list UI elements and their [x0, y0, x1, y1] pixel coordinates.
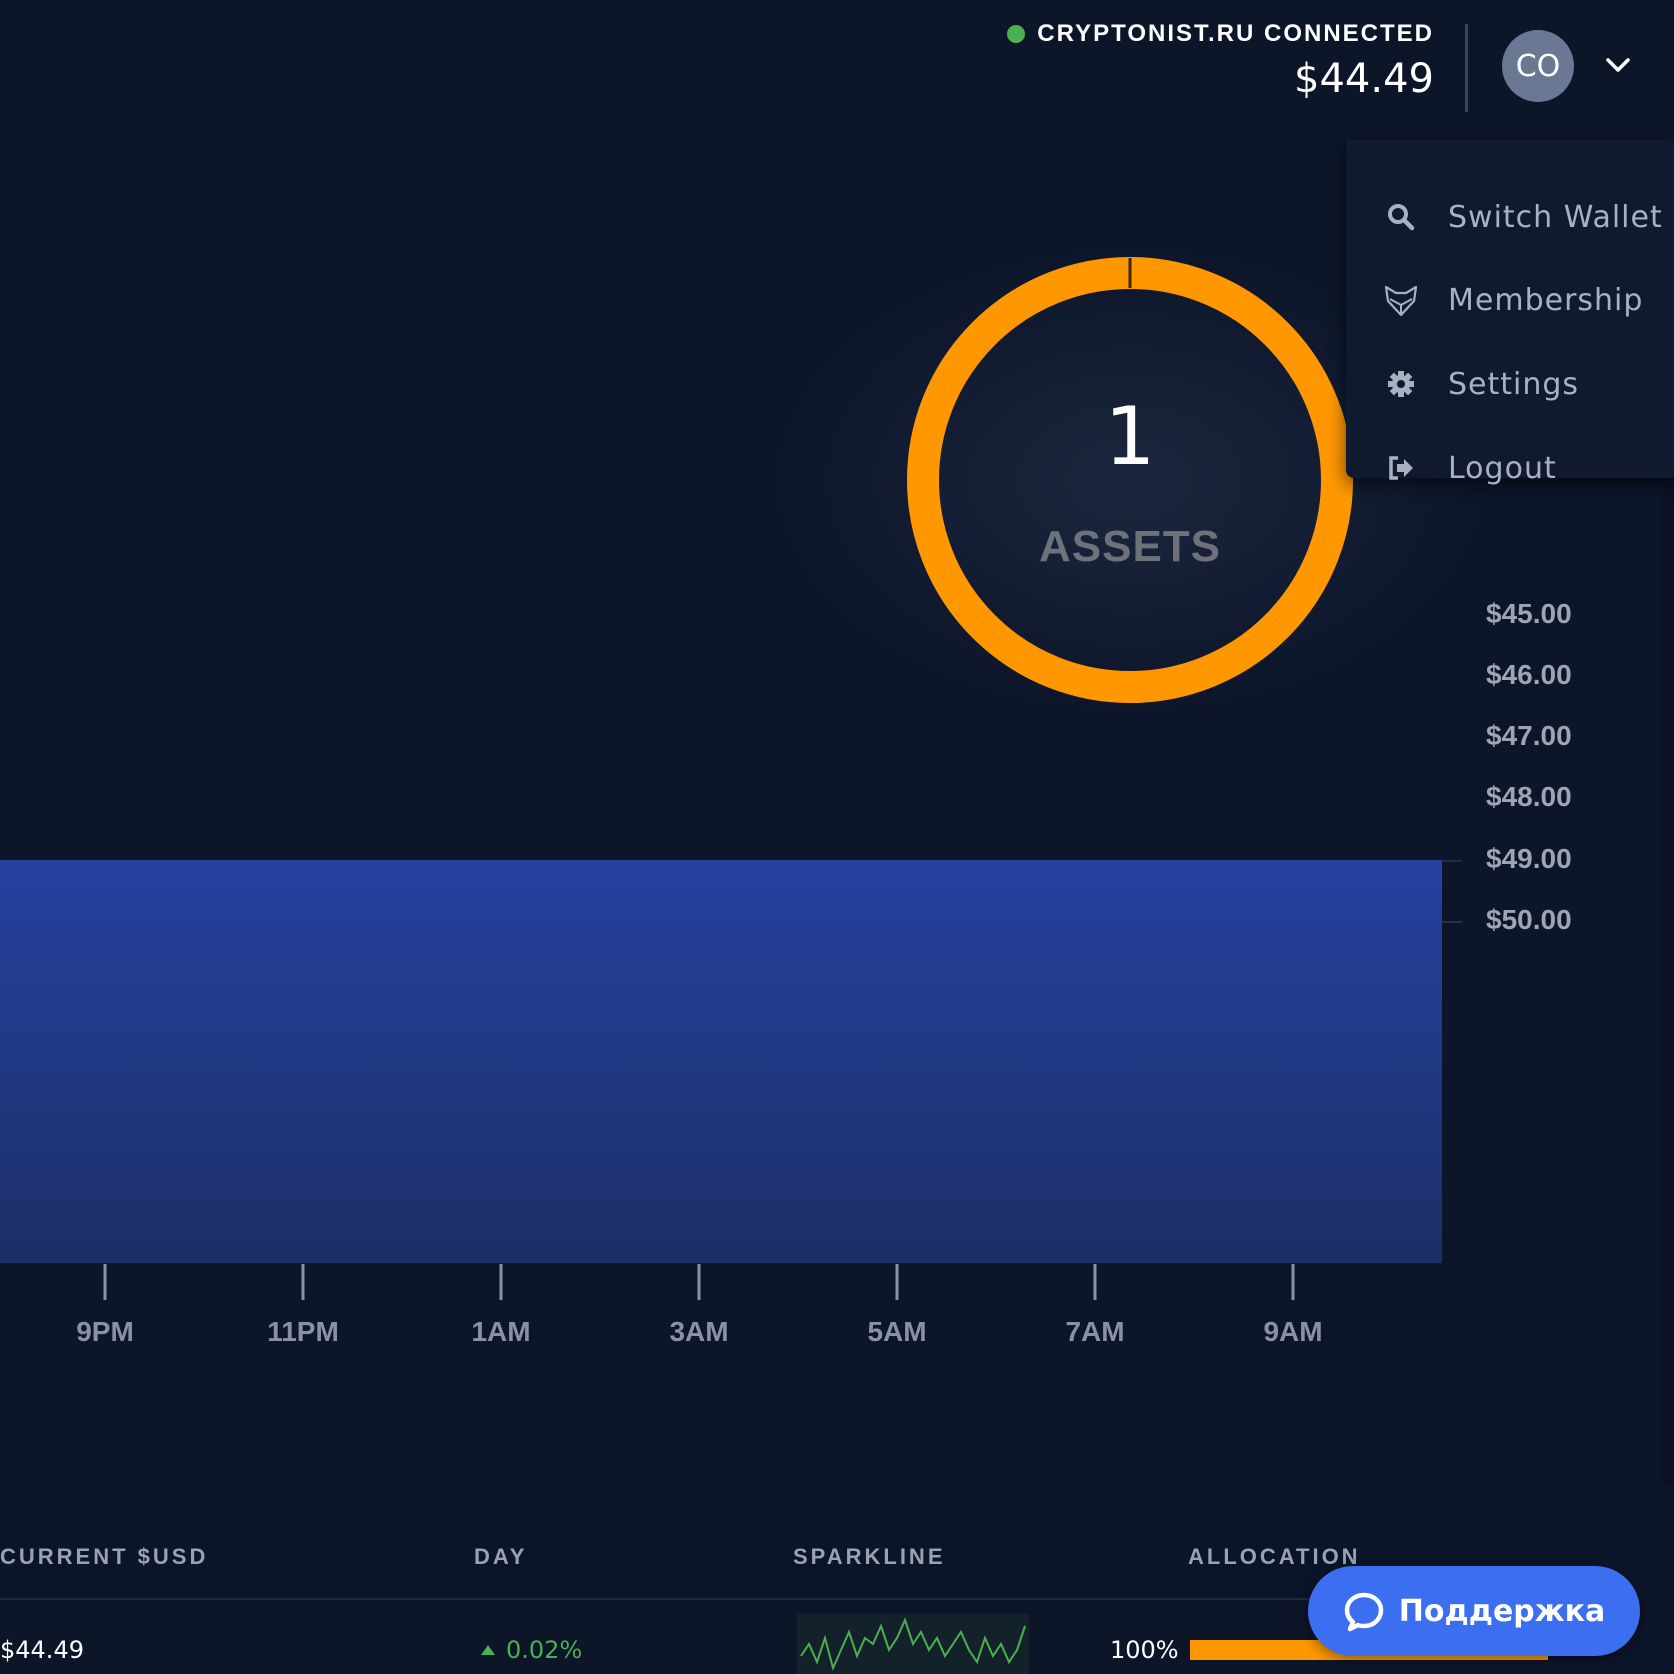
- menu-item-logout[interactable]: Logout: [1346, 433, 1674, 503]
- gear-icon: [1384, 367, 1418, 401]
- chevron-down-icon[interactable]: [1604, 54, 1632, 76]
- y-tick-label: $46.00: [1486, 658, 1572, 690]
- x-tick-label: 7AM: [1065, 1316, 1125, 1347]
- sparkline-line: [800, 1617, 1026, 1671]
- avatar[interactable]: CO: [1502, 30, 1574, 102]
- arrow-up-icon: [481, 1645, 495, 1655]
- day-change: 0.02%: [480, 1636, 582, 1664]
- fox-icon: [1384, 283, 1418, 317]
- chart-area: [0, 860, 1442, 1263]
- menu-item-label: Membership: [1448, 282, 1644, 318]
- y-tick-label: $50.00: [1486, 904, 1572, 935]
- column-header-current[interactable]: CURRENT $USD: [0, 1544, 209, 1569]
- menu-item-switch-wallet[interactable]: Switch Wallet: [1346, 182, 1674, 252]
- x-tick-label: 1AM: [471, 1316, 531, 1347]
- y-tick-label: $47.00: [1486, 720, 1572, 752]
- y-tick-label: $45.00: [1486, 597, 1572, 629]
- menu-item-label: Logout: [1448, 450, 1557, 486]
- logout-icon: [1384, 451, 1418, 485]
- column-header-day[interactable]: DAY: [474, 1544, 528, 1569]
- menu-item-label: Settings: [1448, 366, 1580, 402]
- assets-count: 1: [1104, 390, 1156, 483]
- status-dot-icon: [1007, 25, 1026, 43]
- connection-status: CRYPTONIST.RU CONNECTED: [1007, 20, 1434, 48]
- menu-item-label: Switch Wallet: [1448, 199, 1663, 235]
- assets-label: ASSETS: [1038, 522, 1222, 571]
- wallet-balance: $44.49: [1294, 56, 1434, 102]
- support-label: Поддержка: [1398, 1593, 1606, 1629]
- menu-item-membership[interactable]: Membership: [1346, 265, 1674, 335]
- column-header-allocation[interactable]: ALLOCATION: [1188, 1544, 1361, 1569]
- connection-text: CRYPTONIST.RU CONNECTED: [1037, 20, 1434, 47]
- account-dropdown-menu: Switch Wallet Membership Settings Logout: [1346, 140, 1674, 486]
- assets-donut: [907, 257, 1353, 703]
- day-change-value: 0.02%: [506, 1636, 583, 1664]
- current-usd-value: $44.49: [0, 1636, 84, 1664]
- y-tick-label: $49.00: [1486, 842, 1572, 874]
- portfolio-area-chart: [0, 860, 1462, 1300]
- allocation-percent: 100%: [1110, 1636, 1179, 1664]
- column-header-sparkline: SPARKLINE: [793, 1544, 946, 1569]
- sparkline-chart: [797, 1614, 1029, 1674]
- x-tick-label: 9PM: [76, 1316, 134, 1347]
- x-tick-label: 11PM: [267, 1316, 339, 1347]
- chat-bubble-icon: [1344, 1592, 1384, 1632]
- x-tick-label: 9AM: [1263, 1316, 1323, 1347]
- y-tick-label: $48.00: [1486, 781, 1572, 813]
- support-chat-button[interactable]: Поддержка: [1308, 1566, 1640, 1656]
- x-tick-label: 5AM: [867, 1316, 927, 1347]
- search-icon: [1384, 200, 1418, 234]
- x-tick-label: 3AM: [669, 1316, 729, 1347]
- menu-item-settings[interactable]: Settings: [1346, 349, 1674, 419]
- header-divider: [1465, 24, 1468, 112]
- top-bar: CRYPTONIST.RU CONNECTED $44.49 CO: [0, 0, 1674, 138]
